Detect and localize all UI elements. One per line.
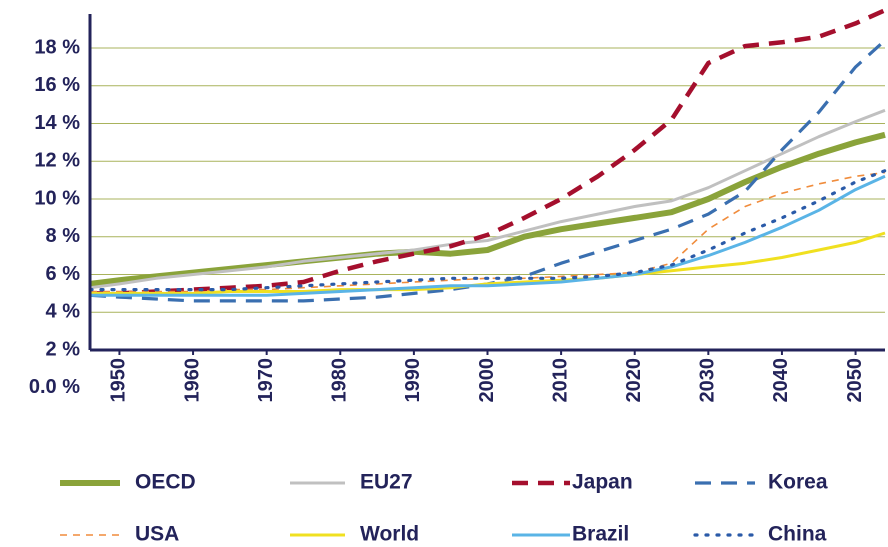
series-line bbox=[90, 231, 886, 295]
x-tick-label: 2040 bbox=[770, 358, 792, 403]
x-tick-label: 2000 bbox=[476, 358, 498, 403]
legend: OECD EU27 Japan Korea USA World Brazil China bbox=[60, 471, 828, 546]
legend-label: EU27 bbox=[360, 471, 413, 494]
legend-label: USA bbox=[135, 523, 179, 546]
x-tick-label: 1960 bbox=[181, 358, 203, 403]
x-tick-label: 1980 bbox=[329, 358, 351, 403]
x-tick-label: 2010 bbox=[549, 358, 571, 403]
series-line bbox=[90, 131, 886, 287]
x-tick-label: 1970 bbox=[255, 358, 277, 403]
lines bbox=[90, 8, 887, 303]
axes: 0.0 % 2 % 4 % 6 % 8 % 10 % 12 % 14 % 16 % 18 % 195… bbox=[29, 14, 885, 403]
y-tick-label: 12 % bbox=[34, 150, 80, 172]
series-line bbox=[90, 171, 886, 293]
legend-label: OECD bbox=[135, 471, 196, 494]
y-tick-label: 4 % bbox=[46, 301, 81, 323]
x-tick-label: 1950 bbox=[108, 358, 130, 403]
y-tick-label: 2 % bbox=[46, 338, 81, 360]
legend-label: Korea bbox=[768, 471, 828, 494]
legend-label: World bbox=[360, 523, 419, 546]
y-tick-label: 0.0 % bbox=[29, 376, 80, 398]
y-tick-label: 10 % bbox=[34, 187, 80, 209]
y-tick-label: 8 % bbox=[46, 225, 81, 247]
legend-label: Brazil bbox=[572, 523, 629, 546]
y-tick-label: 14 % bbox=[34, 112, 80, 134]
series-line bbox=[90, 174, 886, 297]
y-tick-label: 6 % bbox=[46, 263, 81, 285]
y-tick-label: 16 % bbox=[34, 74, 80, 96]
legend-label: Japan bbox=[572, 471, 633, 494]
x-tick-label: 2030 bbox=[697, 358, 719, 403]
series-line bbox=[90, 169, 887, 292]
legend-label: China bbox=[768, 523, 827, 546]
x-tick-label: 2020 bbox=[623, 358, 645, 403]
y-tick-label: 18 % bbox=[34, 36, 80, 58]
series-line bbox=[90, 108, 886, 290]
x-tick-label: 2050 bbox=[844, 358, 866, 403]
series-line bbox=[90, 8, 886, 296]
x-tick-label: 1990 bbox=[402, 358, 424, 403]
